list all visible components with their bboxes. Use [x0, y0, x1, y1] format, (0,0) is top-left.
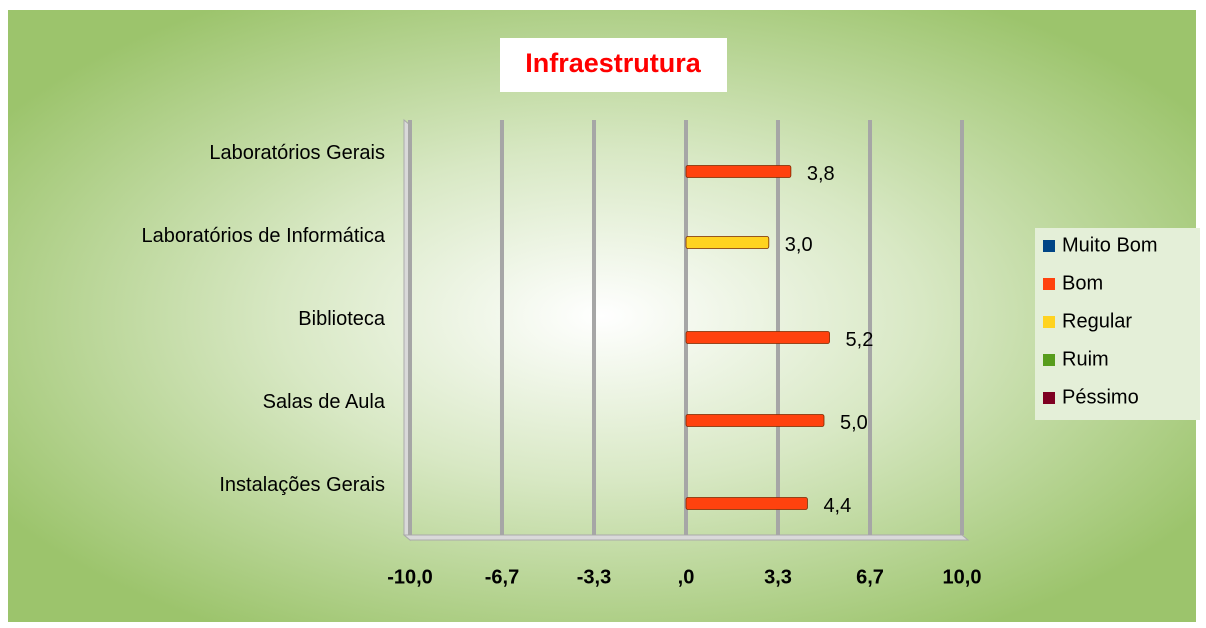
grid-line [775, 120, 780, 535]
bar [685, 497, 808, 510]
x-tick-label: -10,0 [387, 566, 433, 588]
data-label: 5,0 [840, 412, 868, 434]
x-tick-label: -6,7 [485, 566, 519, 588]
grid-line [868, 120, 873, 535]
data-label: 5,2 [846, 329, 874, 351]
legend-label: Regular [1062, 310, 1132, 332]
legend-label: Ruim [1062, 348, 1109, 370]
legend-label: Bom [1062, 272, 1103, 294]
data-label: 3,0 [785, 234, 813, 256]
y-tick-label: Instalações Gerais [219, 474, 385, 496]
bar [685, 331, 830, 344]
y-tick-label: Laboratórios de Informática [142, 225, 386, 247]
legend-swatch [1043, 392, 1055, 404]
grid-line [592, 120, 597, 535]
legend-swatch [1043, 316, 1055, 328]
x-tick-label: 3,3 [764, 566, 792, 588]
bar [685, 165, 792, 178]
x-tick-label: 10,0 [943, 566, 982, 588]
bar [685, 236, 770, 249]
legend-swatch [1043, 354, 1055, 366]
x-tick-label: -3,3 [577, 566, 611, 588]
legend-swatch [1043, 278, 1055, 290]
title-box [500, 38, 727, 92]
y-tick-label: Salas de Aula [263, 391, 386, 413]
axis-floor [402, 534, 970, 541]
chart-title: Infraestrutura [525, 48, 702, 78]
grid-line [408, 120, 412, 535]
data-label: 3,8 [807, 163, 835, 185]
legend-swatch [1043, 240, 1055, 252]
grid-line [499, 120, 504, 535]
x-tick-label: ,0 [678, 566, 695, 588]
bar [685, 414, 825, 427]
data-label: 4,4 [823, 495, 851, 517]
y-tick-label: Laboratórios Gerais [209, 142, 385, 164]
chart-background [8, 10, 1196, 622]
legend-label: Péssimo [1062, 386, 1139, 408]
legend-box [1035, 228, 1200, 420]
x-tick-label: 6,7 [856, 566, 884, 588]
legend-label: Muito Bom [1062, 234, 1158, 256]
y-tick-label: Biblioteca [298, 308, 386, 330]
grid-line [684, 120, 688, 535]
grid-line [960, 120, 964, 535]
